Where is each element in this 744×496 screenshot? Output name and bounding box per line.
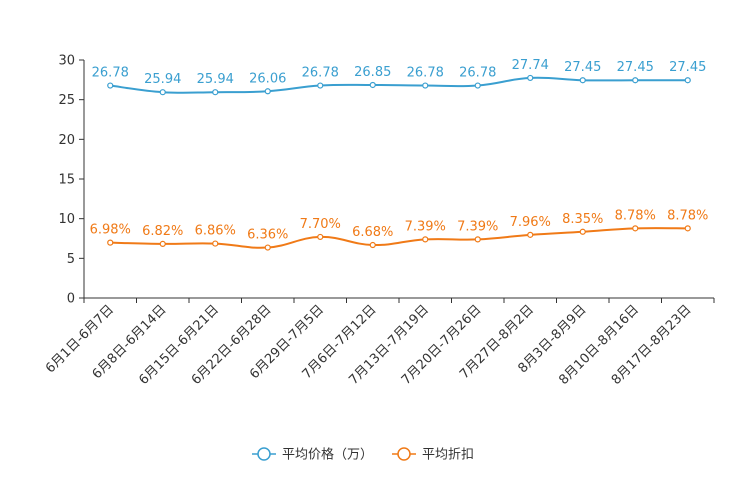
data-point[interactable] xyxy=(317,82,324,89)
data-point[interactable] xyxy=(369,241,376,249)
series-line-0 xyxy=(110,76,688,94)
data-label: 8.78% xyxy=(667,208,708,223)
data-label: 26.78 xyxy=(407,66,444,81)
data-label: 6.86% xyxy=(195,224,236,239)
data-label: 27.45 xyxy=(564,60,601,75)
data-point[interactable] xyxy=(264,88,271,95)
data-label: 6.36% xyxy=(247,228,288,243)
data-point[interactable] xyxy=(264,244,271,251)
data-label: 6.98% xyxy=(90,223,131,238)
legend-label[interactable]: 平均价格（万） xyxy=(282,447,373,463)
series-line-1 xyxy=(110,227,688,249)
data-point[interactable] xyxy=(422,236,429,243)
data-label: 26.06 xyxy=(249,71,286,86)
data-point[interactable] xyxy=(579,228,586,235)
data-label: 26.78 xyxy=(302,66,339,81)
y-tick-label: 25 xyxy=(58,93,75,108)
data-label: 27.45 xyxy=(669,60,706,75)
y-tick-label: 30 xyxy=(58,54,75,69)
data-label: 27.74 xyxy=(512,58,549,73)
legend-marker-icon[interactable] xyxy=(397,447,411,461)
data-point[interactable] xyxy=(579,77,586,84)
y-tick-label: 20 xyxy=(58,133,75,148)
data-point[interactable] xyxy=(107,239,114,246)
legend-label[interactable]: 平均折扣 xyxy=(422,448,474,463)
data-point[interactable] xyxy=(159,89,166,96)
data-point[interactable] xyxy=(632,225,639,232)
data-label: 6.82% xyxy=(142,224,183,239)
data-label: 8.78% xyxy=(615,208,656,223)
y-tick-label: 15 xyxy=(58,173,75,188)
data-point[interactable] xyxy=(159,240,166,247)
data-label: 7.39% xyxy=(405,219,446,234)
data-point[interactable] xyxy=(422,82,429,89)
y-tick-label: 0 xyxy=(67,292,75,307)
data-point[interactable] xyxy=(474,82,481,89)
data-label: 7.96% xyxy=(510,215,551,230)
data-label: 26.78 xyxy=(92,66,129,81)
data-point[interactable] xyxy=(317,233,324,241)
data-point[interactable] xyxy=(684,225,691,232)
data-label: 7.70% xyxy=(300,217,341,232)
y-tick-label: 10 xyxy=(58,212,75,227)
data-label: 8.35% xyxy=(562,212,603,227)
data-label: 27.45 xyxy=(617,60,654,75)
data-point[interactable] xyxy=(107,82,114,89)
legend-marker-icon[interactable] xyxy=(257,447,271,461)
data-label: 6.68% xyxy=(352,225,393,240)
data-label: 7.39% xyxy=(457,219,498,234)
data-point[interactable] xyxy=(684,77,691,84)
data-point[interactable] xyxy=(369,81,376,89)
data-label: 25.94 xyxy=(197,72,234,87)
data-point[interactable] xyxy=(527,231,534,238)
data-label: 25.94 xyxy=(144,72,181,87)
data-point[interactable] xyxy=(527,74,534,82)
data-point[interactable] xyxy=(632,77,639,84)
data-point[interactable] xyxy=(212,89,219,96)
data-point[interactable] xyxy=(212,240,219,247)
data-label: 26.78 xyxy=(459,66,496,81)
data-point[interactable] xyxy=(474,236,481,243)
y-tick-label: 5 xyxy=(67,252,75,267)
data-label: 26.85 xyxy=(354,65,391,80)
